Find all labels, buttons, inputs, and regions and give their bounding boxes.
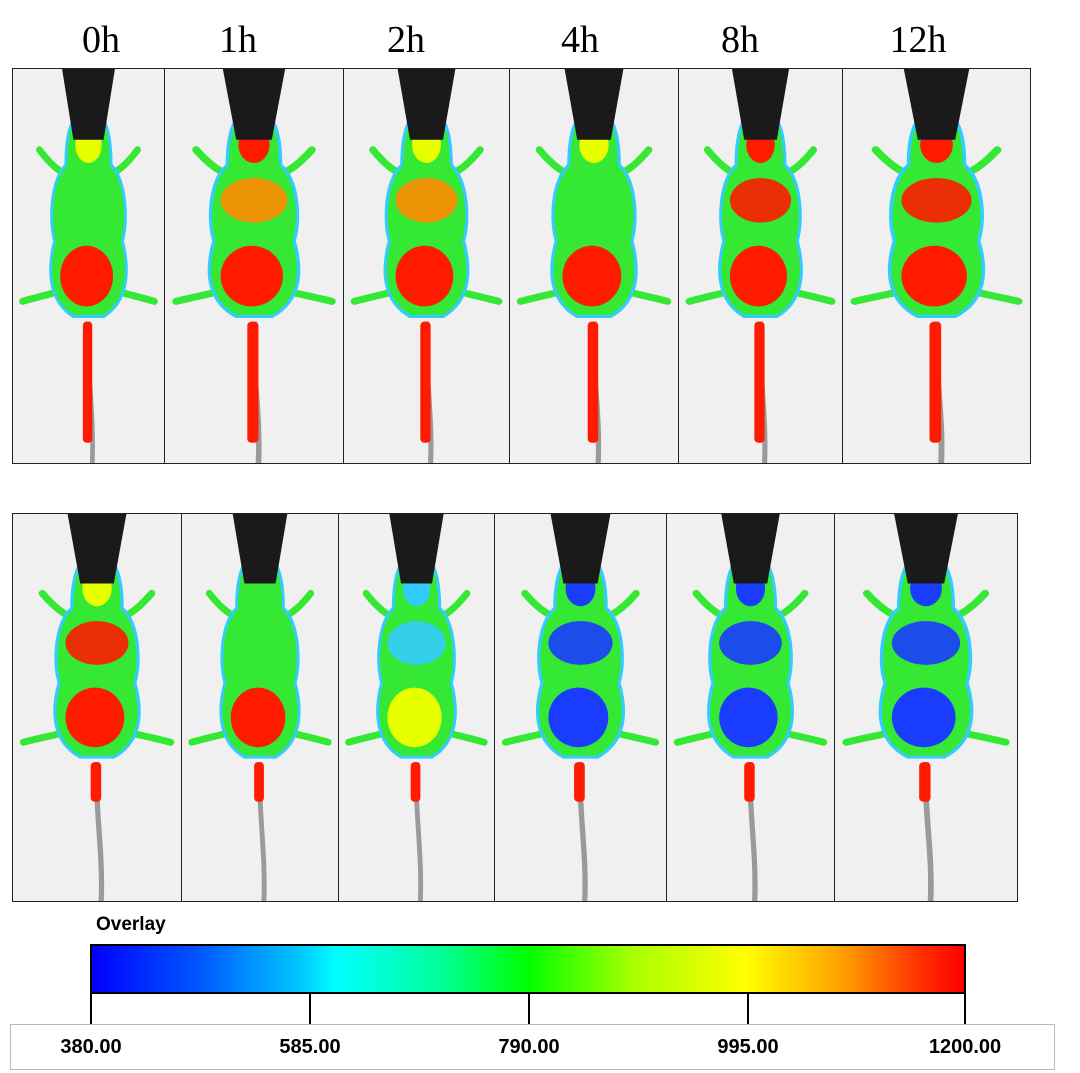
colorbar-tick [528,994,530,1024]
nose-cone [731,69,790,140]
overlay-title: Overlay [96,914,166,935]
chest-signal [548,621,613,665]
nose-cone [232,514,288,584]
mouse-image [685,69,836,463]
mouse-image [345,514,488,901]
mouse-panel [13,514,182,901]
tail-signal [754,321,765,443]
tail-signal [744,762,755,802]
mouse-panel [510,69,679,463]
tail-signal [587,321,599,443]
chest-signal [230,621,290,665]
colorbar-tick [964,994,966,1024]
chest-signal [901,178,972,223]
mouse-panel [339,514,495,901]
nose-cone [564,69,624,140]
scale-label-mid: 790.00 [498,1036,560,1058]
colorbar-tick [309,994,311,1024]
abdomen-signal [60,245,114,307]
mouse-panel [344,69,510,463]
mouse-panel [843,69,1030,463]
abdomen-signal [220,245,283,307]
abdomen-signal [387,687,442,748]
chest-signal [65,621,129,665]
mouse-panel [495,514,667,901]
tail-signal [410,762,421,802]
tail-signal [254,762,264,802]
overlay-colorbar [90,944,966,994]
abdomen-signal [719,687,778,748]
scale-label-box [10,1024,1055,1070]
nose-cone [550,514,611,584]
time-label-12h: 12h [889,19,947,61]
scale-label-q3: 995.00 [717,1036,779,1058]
scale-label-q1: 585.00 [279,1036,341,1058]
chest-signal [729,178,792,223]
tail-signal [919,762,931,802]
tail-signal [420,321,431,443]
time-label-1h: 1h [219,19,257,61]
abdomen-signal [901,245,967,307]
mouse-panel [679,69,843,463]
image-row-bottom [12,513,1018,902]
scale-label-min: 380.00 [60,1036,122,1058]
tail-signal [90,762,102,802]
mouse-panel [835,514,1017,901]
nose-cone [67,514,127,584]
mouse-panel [667,514,835,901]
mouse-image [172,69,336,463]
colorbar-tick [90,994,92,1024]
nose-cone [894,514,958,584]
scale-label-max: 1200.00 [928,1036,1002,1058]
abdomen-signal [230,687,286,748]
colorbar-tick [747,994,749,1024]
abdomen-signal [891,687,956,748]
time-label-2h: 2h [387,19,425,61]
mouse-image [188,514,332,901]
time-label-4h: 4h [561,19,599,61]
mouse-panel [165,69,344,463]
abdomen-signal [562,245,622,307]
chest-signal [891,621,961,665]
mouse-panel [182,514,339,901]
nose-cone [903,69,970,140]
mouse-image [350,69,503,463]
nose-cone [397,69,456,140]
nose-cone [721,514,780,584]
chest-signal [562,178,626,223]
mouse-image [516,69,672,463]
mouse-panel [13,69,165,463]
nose-cone [222,69,286,140]
mouse-image [842,514,1010,901]
mouse-image [19,514,175,901]
chest-signal [719,621,782,665]
mouse-image [19,69,158,463]
chest-signal [395,178,458,223]
abdomen-signal [548,687,609,748]
abdomen-signal [395,245,454,307]
mouse-image [673,514,828,901]
mouse-image [501,514,660,901]
nose-cone [389,514,444,584]
tail-signal [929,321,942,443]
image-row-top [12,68,1031,464]
chest-signal [387,621,446,665]
tail-signal [574,762,585,802]
abdomen-signal [65,687,125,748]
tail-signal [247,321,259,443]
nose-cone [62,69,115,140]
time-label-8h: 8h [721,19,759,61]
chest-signal [60,178,117,223]
tail-signal [82,321,93,443]
abdomen-signal [729,245,787,307]
chest-signal [220,178,288,223]
mouse-image [850,69,1023,463]
time-label-0h: 0h [82,19,120,61]
